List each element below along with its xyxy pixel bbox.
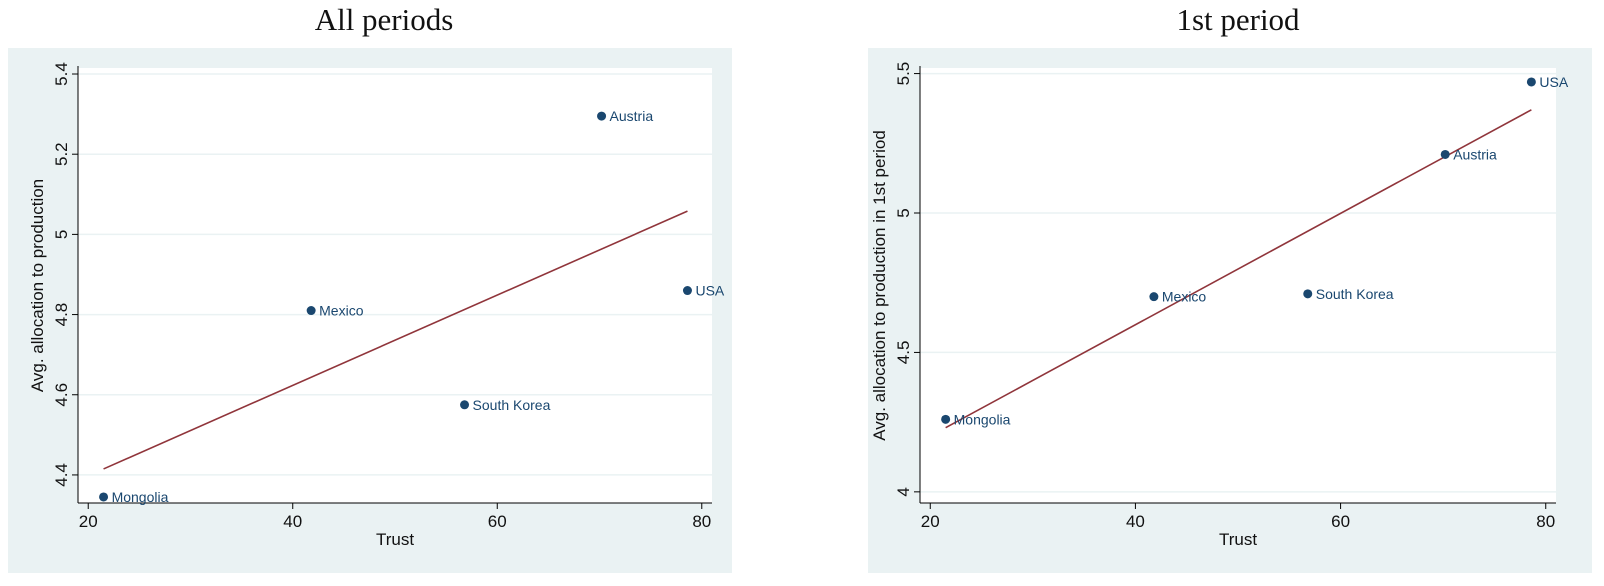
y-tick-label: 5.5 [894, 62, 913, 86]
x-axis-title: Trust [376, 530, 414, 549]
data-label-austria: Austria [610, 108, 654, 124]
x-tick-label: 20 [921, 512, 940, 531]
x-tick-label: 40 [1126, 512, 1145, 531]
plot-area [78, 68, 712, 503]
data-point-usa [682, 286, 692, 296]
data-label-usa: USA [695, 283, 724, 299]
data-point-austria [597, 111, 607, 121]
data-label-south-korea: South Korea [1316, 286, 1394, 302]
x-tick-label: 80 [692, 512, 711, 531]
y-tick-label: 4.6 [52, 383, 71, 407]
data-point-austria [1440, 149, 1450, 159]
data-label-mexico: Mexico [319, 303, 364, 319]
y-tick-label: 4.4 [52, 463, 71, 487]
y-tick-label: 5 [894, 208, 913, 217]
chart-title-all-periods: All periods [314, 2, 454, 37]
plot-area [920, 68, 1556, 503]
data-label-usa: USA [1539, 74, 1568, 90]
y-tick-label: 5 [52, 230, 71, 239]
x-tick-label: 20 [79, 512, 98, 531]
data-label-mongolia: Mongolia [954, 411, 1011, 427]
y-tick-label: 5.4 [52, 62, 71, 86]
data-label-austria: Austria [1453, 146, 1497, 162]
x-tick-label: 40 [283, 512, 302, 531]
y-tick-label: 4.8 [52, 303, 71, 327]
data-label-south-korea: South Korea [473, 397, 551, 413]
y-tick-label: 5.2 [52, 142, 71, 166]
data-point-south-korea [460, 400, 470, 410]
data-label-mongolia: Mongolia [112, 489, 169, 505]
y-tick-label: 4.5 [894, 341, 913, 365]
x-tick-label: 60 [488, 512, 507, 531]
y-axis-title: Avg. allocation to production [28, 179, 47, 392]
data-point-usa [1526, 77, 1536, 87]
scatter-chart-all-periods: 20 40 60 80 4.4 4.6 4.8 5 5.2 5.4 Trust Avg. alloca… [8, 48, 732, 573]
data-point-south-korea [1303, 289, 1313, 299]
scatter-chart-1st-period: 20 40 60 80 4 4.5 5 5.5 Trust Avg. allocation to … [868, 48, 1592, 573]
chart-title-1st-period: 1st period [1176, 2, 1300, 37]
x-tick-label: 60 [1331, 512, 1350, 531]
fitted-line [103, 210, 688, 470]
data-point-mexico [306, 306, 316, 316]
y-axis-title: Avg. allocation to production in 1st per… [870, 130, 889, 441]
x-tick-label: 80 [1536, 512, 1555, 531]
data-point-mexico [1149, 292, 1159, 302]
fitted-line [945, 109, 1532, 429]
x-axis-title: Trust [1219, 530, 1257, 549]
y-tick-label: 4 [894, 487, 913, 496]
data-point-mongolia [941, 414, 951, 424]
data-label-mexico: Mexico [1162, 289, 1207, 305]
data-point-mongolia [99, 492, 109, 502]
